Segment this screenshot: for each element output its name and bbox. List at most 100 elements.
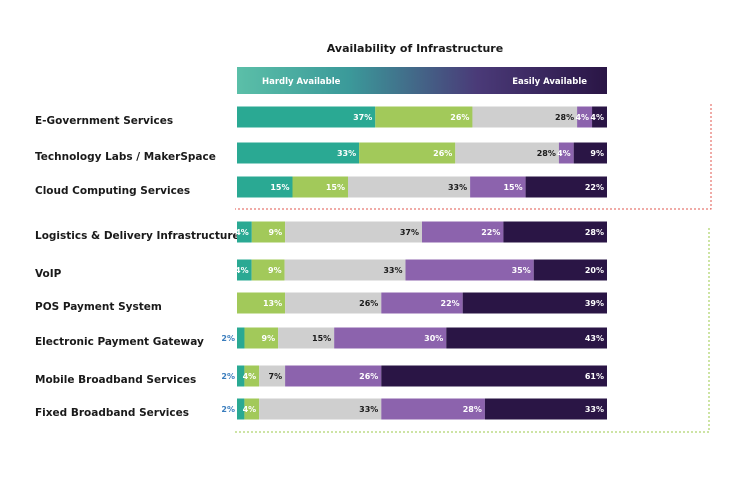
category-label: Technology Labs / MakerSpace	[35, 151, 216, 163]
data-label: 9%	[262, 334, 276, 343]
data-label: 15%	[503, 183, 522, 192]
data-label: 28%	[585, 228, 604, 237]
bar-segment	[237, 398, 245, 420]
data-label: 2%	[221, 334, 235, 343]
bar-segment	[285, 292, 382, 314]
data-label: 26%	[450, 113, 469, 122]
data-label: 26%	[359, 299, 378, 308]
chart-title: Availability of Infrastructure	[327, 42, 503, 55]
data-label: 28%	[463, 405, 482, 414]
category-label: Electronic Payment Gateway	[35, 336, 204, 348]
data-label: 33%	[383, 266, 402, 275]
data-label: 33%	[448, 183, 467, 192]
data-label: 20%	[585, 266, 604, 275]
data-label: 4%	[557, 149, 571, 158]
data-label: 61%	[585, 372, 604, 381]
bar-segment	[472, 106, 578, 128]
bar-segment	[503, 221, 607, 243]
data-label: 37%	[353, 113, 372, 122]
data-label: 22%	[441, 299, 460, 308]
bar-segment	[533, 259, 607, 281]
bar-segment	[375, 106, 473, 128]
bar-segment	[244, 365, 260, 387]
category-label: VoIP	[35, 268, 62, 280]
data-label: 30%	[424, 334, 443, 343]
data-label: 4%	[575, 113, 589, 122]
legend-right-label: Easily Available	[512, 77, 587, 87]
bar-segment	[237, 365, 245, 387]
bar-segment	[422, 221, 504, 243]
data-label: 26%	[433, 149, 452, 158]
data-label: 15%	[270, 183, 289, 192]
bar-segment	[292, 176, 348, 198]
data-label: 9%	[590, 149, 604, 158]
category-label: Mobile Broadband Services	[35, 374, 196, 386]
data-label: 13%	[263, 299, 282, 308]
bar-segment	[237, 142, 360, 164]
data-label: 22%	[585, 183, 604, 192]
data-label: 4%	[243, 405, 257, 414]
data-label: 2%	[221, 405, 235, 414]
legend: Hardly Available Easily Available	[237, 67, 607, 94]
data-label: 9%	[268, 266, 282, 275]
legend-left-label: Hardly Available	[262, 77, 341, 87]
data-label: 15%	[326, 183, 345, 192]
data-label: 22%	[481, 228, 500, 237]
bar-segment	[259, 398, 382, 420]
bar-segment	[558, 142, 574, 164]
bar-segment	[251, 221, 286, 243]
data-label: 4%	[235, 266, 249, 275]
data-label: 35%	[512, 266, 531, 275]
bar-segment	[577, 106, 593, 128]
bar-segment	[405, 259, 534, 281]
group1-bracket	[235, 104, 712, 210]
data-label: 15%	[312, 334, 331, 343]
data-label: 33%	[585, 405, 604, 414]
bar-segment	[285, 221, 422, 243]
bar-segment	[237, 259, 252, 281]
bar-segment	[525, 176, 607, 198]
bar-segment	[381, 292, 463, 314]
bar-segment	[348, 176, 471, 198]
category-label: Fixed Broadband Services	[35, 407, 189, 419]
data-label: 4%	[235, 228, 249, 237]
data-label: 43%	[585, 334, 604, 343]
data-label: 28%	[555, 113, 574, 122]
bar-segment	[251, 259, 285, 281]
bar-segment	[278, 327, 335, 349]
category-label: POS Payment System	[35, 301, 162, 313]
group2-bracket	[235, 228, 710, 433]
data-label: 33%	[337, 149, 356, 158]
category-label: Logistics & Delivery Infrastructure	[35, 230, 240, 242]
data-label: 33%	[359, 405, 378, 414]
bar-segment	[470, 176, 526, 198]
bar-segment	[244, 398, 260, 420]
bar-segment	[259, 365, 286, 387]
bar-segment	[237, 106, 376, 128]
bar-segment	[244, 327, 279, 349]
category-label: E-Government Services	[35, 115, 173, 127]
bar-segment	[237, 327, 245, 349]
bar-segment	[237, 292, 286, 314]
bar-segment	[484, 398, 607, 420]
data-label: 39%	[585, 299, 604, 308]
bar-segment	[381, 365, 607, 387]
bar-segment	[284, 259, 406, 281]
bar-segment	[359, 142, 456, 164]
bar-segment	[237, 176, 293, 198]
bar-segment	[237, 221, 252, 243]
data-label: 37%	[400, 228, 419, 237]
data-label: 9%	[269, 228, 283, 237]
data-label: 26%	[359, 372, 378, 381]
bar-segment	[285, 365, 382, 387]
category-label: Cloud Computing Services	[35, 185, 190, 197]
group-brackets	[235, 104, 712, 433]
data-label: 2%	[221, 372, 235, 381]
bar-segment	[592, 106, 607, 128]
bar-rows: E-Government Services 37% 26% 28% 4% 4%Techno…	[35, 106, 607, 420]
bar-segment	[334, 327, 447, 349]
bar-segment	[446, 327, 607, 349]
data-label: 4%	[590, 113, 604, 122]
data-label: 7%	[269, 372, 283, 381]
